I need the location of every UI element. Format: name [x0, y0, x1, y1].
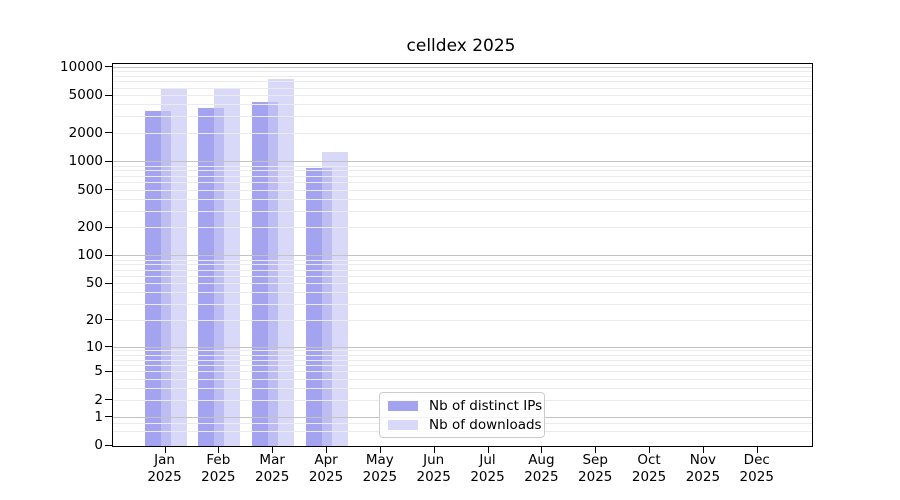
- y-tick-label: 20: [85, 311, 103, 328]
- y-tick: [105, 94, 112, 96]
- x-tick: [164, 446, 166, 453]
- y-tick: [105, 416, 112, 418]
- y-tick-label: 2000: [68, 124, 103, 141]
- plot-area: Nb of distinct IPs Nb of downloads: [112, 63, 813, 447]
- y-tick: [105, 399, 112, 401]
- x-tick: [218, 446, 220, 453]
- x-tick-year: 2025: [739, 469, 774, 485]
- x-tick-label-oct: Oct 2025: [614, 452, 684, 486]
- y-tick: [105, 189, 112, 191]
- x-tick: [487, 446, 489, 453]
- x-tick: [702, 446, 704, 453]
- legend-label-distinct-ips: Nb of distinct IPs: [429, 397, 543, 414]
- x-tick-month: Jan: [154, 452, 175, 468]
- y-tick-label: 10: [85, 338, 103, 355]
- y-tick: [105, 444, 112, 446]
- legend-swatch-distinct-ips: [388, 400, 418, 411]
- x-tick-month: Aug: [528, 452, 555, 468]
- legend-item-distinct-ips: Nb of distinct IPs: [388, 398, 542, 414]
- chart-title: celldex 2025: [406, 36, 516, 56]
- y-tick: [105, 254, 112, 256]
- x-tick-year: 2025: [147, 469, 182, 485]
- x-tick-label-feb: Feb 2025: [183, 452, 253, 486]
- y-tick-label: 5: [94, 363, 103, 380]
- x-tick-label-apr: Apr 2025: [291, 452, 361, 486]
- x-tick-month: Oct: [637, 452, 661, 468]
- x-tick-month: Jun: [423, 452, 445, 468]
- legend-swatch-downloads: [388, 419, 418, 430]
- x-tick: [541, 446, 543, 453]
- x-tick-year: 2025: [524, 469, 559, 485]
- x-tick-month: Apr: [314, 452, 338, 468]
- legend-item-downloads: Nb of downloads: [388, 417, 542, 433]
- x-tick-label-mar: Mar 2025: [237, 452, 307, 486]
- y-tick: [105, 132, 112, 134]
- x-tick-month: May: [365, 452, 394, 468]
- x-tick-month: Mar: [259, 452, 285, 468]
- y-tick-label: 0: [94, 437, 103, 453]
- y-tick-label: 10000: [60, 58, 103, 75]
- x-tick: [595, 446, 597, 453]
- y-tick: [105, 346, 112, 347]
- legend-label-downloads: Nb of downloads: [429, 416, 542, 433]
- x-tick-year: 2025: [254, 469, 290, 485]
- x-tick-label-jun: Jun 2025: [399, 452, 469, 486]
- x-tick-year: 2025: [362, 469, 398, 485]
- y-tick: [105, 319, 112, 321]
- x-tick-label-nov: Nov 2025: [668, 452, 738, 486]
- y-tick-label: 5000: [68, 87, 103, 104]
- x-tick-year: 2025: [470, 469, 505, 485]
- y-tick-label: 100: [77, 247, 103, 264]
- x-tick-year: 2025: [201, 469, 236, 485]
- y-tick: [105, 66, 112, 68]
- x-tick-year: 2025: [685, 469, 721, 485]
- x-tick-year: 2025: [631, 469, 667, 485]
- x-tick: [326, 446, 328, 453]
- x-tick: [433, 446, 435, 453]
- y-tick-label: 1: [94, 408, 103, 425]
- legend: Nb of distinct IPs Nb of downloads: [379, 392, 545, 438]
- y-tick-label: 1000: [68, 153, 103, 170]
- y-tick-label: 200: [77, 219, 103, 236]
- bars-layer: [113, 64, 812, 446]
- bar-overlap-apr: [322, 167, 333, 446]
- x-tick-month: Jul: [479, 452, 496, 468]
- x-tick-month: Nov: [689, 452, 717, 468]
- y-tick: [105, 370, 112, 372]
- x-tick-label-aug: Aug 2025: [506, 452, 576, 486]
- x-tick-label-may: May 2025: [345, 452, 415, 486]
- bar-overlap-mar: [268, 102, 279, 446]
- x-tick-year: 2025: [416, 469, 451, 485]
- x-tick-label-sep: Sep 2025: [560, 452, 630, 486]
- x-tick-month: Sep: [582, 452, 608, 468]
- bar-overlap-feb: [214, 107, 225, 446]
- y-tick-label: 50: [85, 275, 103, 292]
- x-tick-year: 2025: [308, 469, 344, 485]
- x-tick-month: Dec: [743, 452, 770, 468]
- x-tick: [272, 446, 274, 453]
- y-tick: [105, 160, 112, 162]
- y-tick: [105, 282, 112, 284]
- x-tick-month: Feb: [206, 452, 231, 468]
- x-tick: [756, 446, 758, 453]
- y-tick-label: 500: [77, 181, 103, 198]
- x-tick-label-dec: Dec 2025: [722, 452, 792, 486]
- x-tick-label-jul: Jul 2025: [453, 452, 523, 486]
- y-tick: [105, 226, 112, 228]
- x-tick: [379, 446, 381, 453]
- x-tick-label-jan: Jan 2025: [130, 452, 200, 486]
- x-tick: [649, 446, 651, 453]
- x-tick-year: 2025: [578, 469, 613, 485]
- y-tick-label: 2: [94, 391, 103, 408]
- bar-overlap-jan: [160, 110, 171, 446]
